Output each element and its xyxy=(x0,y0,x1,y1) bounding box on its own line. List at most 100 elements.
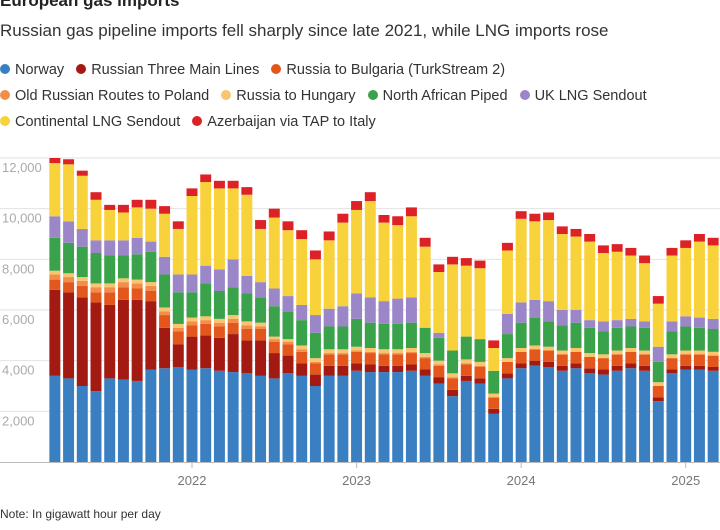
bar-segment xyxy=(639,365,651,371)
bar-segment xyxy=(131,288,143,300)
bar-segment xyxy=(309,315,321,333)
bar-segment xyxy=(378,372,390,462)
bar-segment xyxy=(611,354,623,366)
bar-segment xyxy=(90,302,102,392)
bar-segment xyxy=(227,315,239,319)
bar-segment xyxy=(364,297,376,323)
bar-segment xyxy=(707,370,719,462)
bar-segment xyxy=(693,317,705,328)
bar-segment xyxy=(200,265,212,284)
bar-segment xyxy=(296,239,308,305)
bar-segment xyxy=(90,253,102,284)
y-tick-label: 6,000 xyxy=(2,312,35,327)
bar-segment xyxy=(117,287,129,300)
bar-segment xyxy=(543,301,555,322)
bar-segment xyxy=(419,358,431,370)
chart-title: European gas imports xyxy=(0,0,180,10)
bar-segment xyxy=(296,320,308,346)
bar-segment xyxy=(501,250,513,314)
legend-label: Russia to Hungary xyxy=(236,88,356,104)
bar-segment xyxy=(543,350,555,362)
bar-segment xyxy=(419,246,431,328)
bar-segment xyxy=(282,341,294,345)
bar-segment xyxy=(131,254,143,280)
bar-segment xyxy=(255,282,267,298)
bar-segment xyxy=(364,364,376,373)
bar-segment xyxy=(693,365,705,370)
bar-segment xyxy=(159,327,171,369)
bar-segment xyxy=(447,264,459,351)
bar-segment xyxy=(597,245,609,253)
bar-segment xyxy=(117,278,129,283)
legend-swatch xyxy=(0,116,10,126)
bar-segment xyxy=(172,292,184,324)
bar-segment xyxy=(76,386,88,462)
bar-segment xyxy=(227,180,239,189)
bar-segment xyxy=(515,351,527,364)
bar-segment xyxy=(323,349,335,354)
bar-segment xyxy=(131,207,143,238)
bar-segment xyxy=(474,365,486,367)
bar-segment xyxy=(296,304,308,321)
bar-segment xyxy=(200,323,212,336)
bar-segment xyxy=(145,301,157,370)
bar-segment xyxy=(63,273,75,278)
bar-segment xyxy=(364,372,376,462)
bar-segment xyxy=(323,240,335,309)
bar-segment xyxy=(186,196,198,275)
bar-segment xyxy=(611,350,623,355)
bar-segment xyxy=(515,211,527,219)
bar-segment xyxy=(172,228,184,275)
bar-segment xyxy=(309,358,321,362)
bar-segment xyxy=(268,378,280,462)
bar-segment xyxy=(652,303,664,347)
legend-label: Russia to Bulgaria (TurkStream 2) xyxy=(286,62,506,78)
bar-segment xyxy=(309,361,321,364)
bar-segment xyxy=(213,180,225,189)
bar-segment xyxy=(186,325,198,337)
bar-segment xyxy=(145,282,157,286)
y-tick-label: 8,000 xyxy=(2,261,35,276)
bar-segment xyxy=(392,354,404,366)
bar-segment xyxy=(117,212,129,241)
bar-segment xyxy=(556,350,568,355)
legend-swatch xyxy=(519,90,530,100)
bar-segment xyxy=(570,348,582,352)
bar-segment xyxy=(76,277,88,281)
bar-segment xyxy=(707,355,719,367)
bar-segment xyxy=(172,323,184,328)
bar-segment xyxy=(131,283,143,289)
bar-segment xyxy=(405,297,417,323)
bar-segment xyxy=(255,340,267,376)
bar-segment xyxy=(680,326,692,351)
bar-segment xyxy=(241,373,253,462)
bar-segment xyxy=(570,351,582,364)
legend-item: North African Piped xyxy=(367,83,508,109)
bar-segment xyxy=(309,386,321,462)
bar-segment xyxy=(213,337,225,371)
bar-segment xyxy=(186,188,198,196)
bar-segment xyxy=(159,368,171,462)
legend-label: UK LNG Sendout xyxy=(534,88,647,104)
bar-segment xyxy=(501,361,513,374)
bar-segment xyxy=(543,346,555,351)
bar-segment xyxy=(447,377,459,379)
bar-segment xyxy=(186,274,198,293)
bar-segment xyxy=(693,327,705,351)
bar-segment xyxy=(364,351,376,354)
bar-segment xyxy=(693,241,705,318)
bar-segment xyxy=(227,259,239,288)
bar-segment xyxy=(652,397,664,402)
bar-segment xyxy=(584,241,596,321)
bar-segment xyxy=(76,170,88,176)
bar-segment xyxy=(488,408,500,414)
bar-segment xyxy=(323,354,335,366)
bar-segment xyxy=(117,379,129,462)
bar-segment xyxy=(364,322,376,348)
bar-segment xyxy=(584,356,596,369)
bar-segment xyxy=(611,251,623,321)
bar-segment xyxy=(584,234,596,242)
bar-segment xyxy=(529,349,541,361)
bar-segment xyxy=(515,363,527,369)
